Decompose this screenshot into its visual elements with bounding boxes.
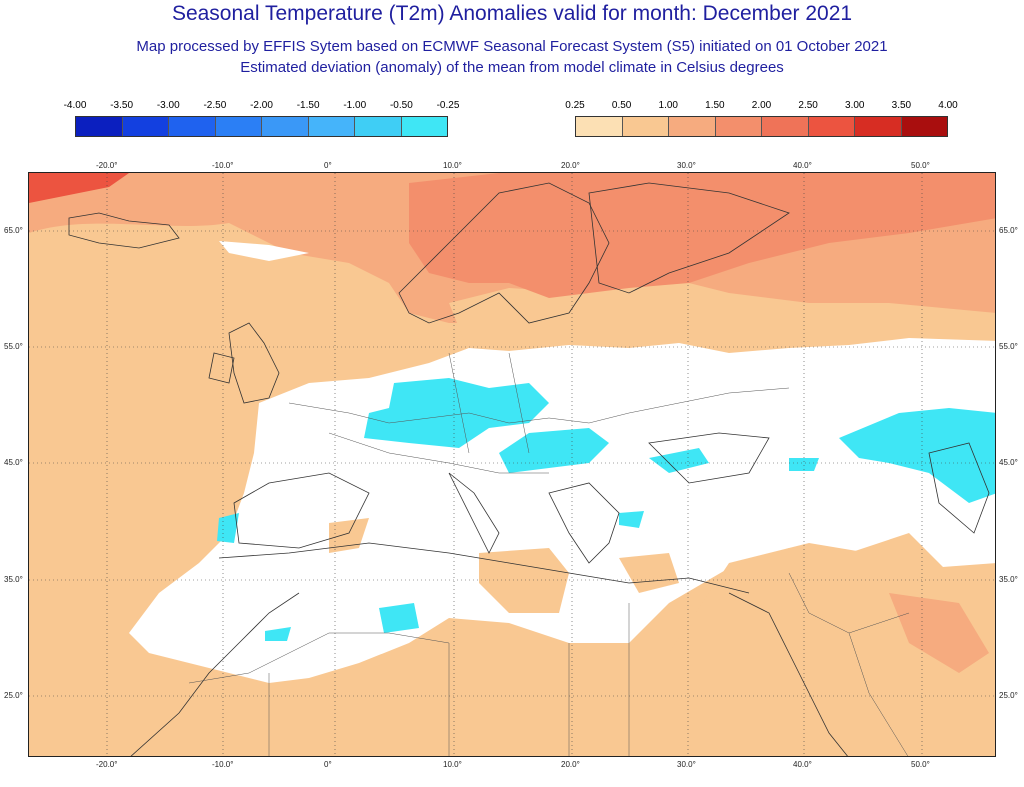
map-units-note: Estimated deviation (anomaly) of the mea…: [240, 59, 784, 76]
legend-tick-label: -2.50: [203, 100, 227, 111]
longitude-label: 0°: [324, 161, 332, 170]
warm-legend-bar: [575, 116, 948, 137]
graticule: [29, 173, 995, 756]
longitude-label: -10.0°: [212, 161, 234, 170]
latitude-label: 55.0°: [4, 342, 23, 351]
cold-anomaly-black-sea: [649, 448, 709, 473]
near-normal-area: [129, 338, 995, 683]
legend-tick-label: 2.50: [798, 100, 818, 111]
longitude-label: -20.0°: [96, 760, 118, 769]
strong-warm-area-north: [409, 173, 995, 298]
cold-anomaly-caucasus: [789, 458, 819, 471]
map-title: Seasonal Temperature (T2m) Anomalies val…: [171, 2, 853, 25]
latitude-label: 35.0°: [999, 575, 1018, 584]
cold-legend-bar: [75, 116, 448, 137]
anomaly-map-svg: [29, 173, 995, 756]
latitude-label: 55.0°: [999, 342, 1018, 351]
cold-anomaly-portugal: [217, 513, 239, 543]
warm-island-med: [619, 553, 679, 593]
cold-legend: -4.00 -3.50 -3.00 -2.50 -2.00 -1.50 -1.00 -0.50…: [64, 100, 460, 137]
legend-swatch: [215, 117, 262, 136]
strong-warm-corner: [29, 173, 129, 203]
cold-legend-labels: -4.00 -3.50 -3.00 -2.50 -2.00 -1.50 -1.00 -0.50…: [64, 100, 460, 114]
legend-tick-label: -1.50: [296, 100, 320, 111]
coastlines: [68, 182, 990, 756]
legend-tick-label: -3.00: [156, 100, 180, 111]
longitude-label: 10.0°: [443, 161, 462, 170]
legend-tick-label: -3.50: [110, 100, 134, 111]
longitude-label: 30.0°: [677, 760, 696, 769]
legend-tick-label: 2.00: [751, 100, 772, 111]
legend-tick-label: 3.50: [891, 100, 912, 111]
longitude-label: -20.0°: [96, 161, 118, 170]
cold-anomaly-morocco: [265, 627, 291, 641]
latitude-label: 45.0°: [999, 458, 1018, 467]
legend-swatch: [262, 117, 309, 136]
longitude-label: 0°: [324, 760, 332, 769]
legend-swatch: [669, 117, 716, 136]
latitude-label: 45.0°: [4, 458, 23, 467]
near-normal-patch: [219, 241, 309, 261]
borders: [188, 352, 910, 756]
latitude-label: 25.0°: [4, 691, 23, 700]
legend-swatch: [715, 117, 762, 136]
legend-tick-label: -1.00: [343, 100, 367, 111]
latitude-label: 25.0°: [999, 691, 1018, 700]
legend-tick-label: 1.50: [705, 100, 725, 111]
longitude-label: 10.0°: [443, 760, 462, 769]
warm-legend-labels: 0.25 0.50 1.00 1.50 2.00 2.50 3.00 3.50 4.00: [565, 100, 957, 114]
legend-swatch: [169, 117, 216, 136]
map-subtitle: Map processed by EFFIS Sytem based on EC…: [136, 38, 888, 55]
legend-tick-label: 0.25: [565, 100, 585, 111]
cold-anomaly-caspian: [839, 408, 995, 503]
legend-swatch: [76, 117, 123, 136]
legend-tick-label: -4.00: [63, 100, 87, 111]
legend-tick-label: 3.00: [845, 100, 865, 111]
legend-swatch: [401, 117, 447, 136]
cold-anomaly-algeria: [379, 603, 419, 633]
longitude-label: 50.0°: [911, 161, 930, 170]
warm-area-middle-east: [669, 543, 995, 756]
warm-legend: 0.25 0.50 1.00 1.50 2.00 2.50 3.00 3.50 4.00: [565, 100, 958, 137]
anomaly-map: [28, 172, 996, 757]
legend-swatch: [901, 117, 947, 136]
longitude-label: -10.0°: [212, 760, 234, 769]
legend-tick-label: -0.50: [389, 100, 413, 111]
legend-tick-label: 0.50: [611, 100, 632, 111]
longitude-label: 20.0°: [561, 760, 580, 769]
legend-tick-label: 4.00: [938, 100, 958, 111]
legend-swatch: [122, 117, 169, 136]
legend-swatch: [308, 117, 355, 136]
cold-anomaly-central-europe: [364, 378, 549, 448]
longitude-label: 50.0°: [911, 760, 930, 769]
legend-tick-label: 1.00: [658, 100, 678, 111]
legend-swatch: [762, 117, 809, 136]
longitude-label: 40.0°: [793, 760, 812, 769]
legend-swatch: [355, 117, 402, 136]
latitude-label: 35.0°: [4, 575, 23, 584]
longitude-label: 30.0°: [677, 161, 696, 170]
longitude-label: 20.0°: [561, 161, 580, 170]
legend-tick-label: -2.00: [250, 100, 273, 111]
warm-area-arabia: [889, 593, 989, 673]
warm-island-sahara: [479, 548, 569, 613]
longitude-label: 40.0°: [793, 161, 812, 170]
legend-swatch: [576, 117, 623, 136]
legend-tick-label: -0.25: [436, 100, 460, 111]
cold-anomaly-aegean: [619, 511, 644, 528]
legend-swatch: [855, 117, 902, 136]
legend-swatch: [808, 117, 855, 136]
latitude-label: 65.0°: [4, 226, 23, 235]
latitude-label: 65.0°: [999, 226, 1018, 235]
legend-swatch: [622, 117, 669, 136]
